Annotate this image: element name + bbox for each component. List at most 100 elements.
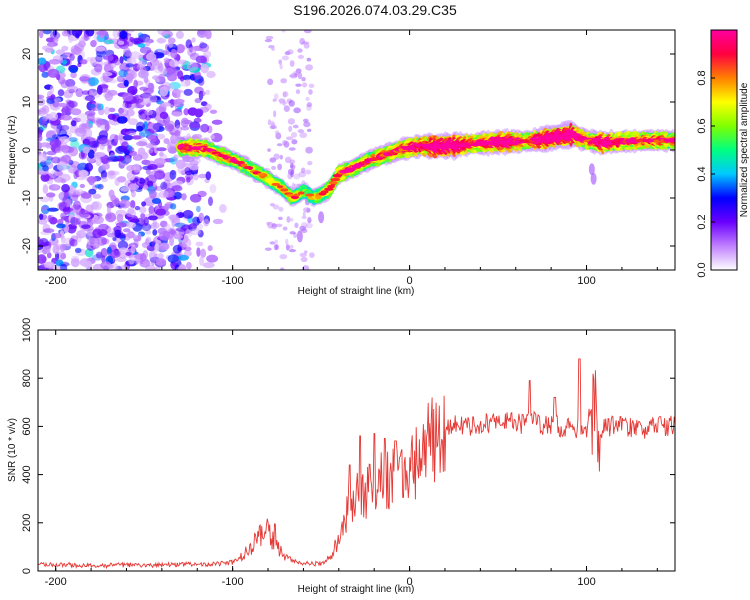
noise-speckle	[211, 119, 223, 125]
noise-speckle	[156, 133, 166, 140]
noise-speckle	[288, 125, 293, 133]
noise-speckle	[197, 78, 205, 86]
noise-speckle	[88, 77, 99, 86]
noise-speckle	[180, 126, 190, 131]
snr-series	[38, 358, 675, 570]
noise-speckle	[184, 170, 193, 176]
noise-speckle	[291, 139, 298, 145]
noise-speckle	[267, 148, 271, 152]
noise-speckle	[202, 262, 215, 269]
ridge-blob	[318, 211, 325, 224]
noise-speckle	[62, 59, 68, 65]
noise-speckle	[137, 43, 146, 48]
noise-speckle	[174, 222, 186, 228]
noise-speckle	[117, 40, 125, 46]
noise-speckle	[289, 231, 296, 235]
noise-speckle	[125, 251, 132, 256]
noise-speckle	[120, 186, 130, 192]
noise-speckle	[169, 156, 178, 165]
ridge-blob	[668, 138, 675, 143]
noise-speckle	[65, 198, 71, 208]
noise-speckle	[158, 190, 169, 199]
noise-speckle	[266, 221, 271, 226]
noise-speckle	[293, 107, 301, 114]
noise-speckle	[285, 136, 294, 141]
noise-speckle	[106, 205, 111, 215]
noise-speckle	[137, 69, 149, 79]
noise-speckle	[212, 218, 224, 225]
noise-speckle	[95, 49, 107, 58]
noise-speckle	[290, 170, 294, 178]
noise-speckle	[158, 245, 166, 252]
noise-speckle	[41, 118, 46, 127]
noise-speckle	[116, 116, 128, 124]
noise-speckle	[192, 173, 199, 181]
noise-speckle	[107, 113, 116, 120]
noise-speckle	[92, 228, 103, 239]
noise-speckle	[285, 238, 289, 246]
noise-speckle	[164, 116, 170, 126]
noise-speckle	[185, 39, 193, 49]
noise-speckle	[119, 30, 128, 40]
noise-speckle	[45, 157, 52, 166]
noise-speckle	[168, 191, 175, 198]
noise-speckle	[56, 161, 68, 172]
noise-speckle	[39, 242, 50, 247]
noise-speckle	[100, 238, 110, 245]
noise-speckle	[166, 142, 171, 152]
noise-speckle	[264, 38, 273, 43]
ridge-blob	[324, 187, 334, 191]
noise-speckle	[60, 114, 73, 121]
noise-speckle	[48, 112, 59, 121]
snr-ylabel: SNR (10 * v/v)	[7, 418, 18, 482]
noise-speckle	[147, 149, 154, 154]
noise-speckle	[168, 59, 179, 68]
ridge-blob	[271, 182, 280, 186]
noise-speckle	[166, 67, 174, 74]
spectrogram-ylabel: Frequency (Hz)	[7, 116, 18, 185]
noise-speckle	[127, 118, 138, 126]
noise-speckle	[198, 212, 204, 222]
noise-speckle	[38, 254, 47, 264]
noise-speckle	[74, 247, 82, 254]
noise-speckle	[159, 111, 169, 120]
noise-speckle	[132, 154, 143, 161]
noise-speckle	[139, 253, 147, 262]
noise-speckle	[70, 71, 77, 79]
noise-speckle	[101, 157, 111, 164]
noise-speckle	[281, 30, 286, 33]
noise-speckle	[178, 264, 187, 270]
noise-speckle	[120, 234, 126, 242]
noise-speckle	[133, 79, 138, 89]
noise-speckle	[173, 98, 185, 104]
noise-speckle	[48, 58, 61, 65]
noise-speckle	[171, 185, 183, 192]
noise-speckle	[157, 62, 164, 72]
noise-speckle	[69, 53, 75, 61]
noise-speckle	[282, 91, 289, 98]
noise-speckle	[125, 101, 132, 109]
noise-speckle	[181, 237, 192, 248]
noise-speckle	[130, 244, 136, 254]
noise-speckle	[175, 227, 188, 232]
noise-speckle	[197, 229, 204, 238]
y-tick-label: -20	[21, 238, 33, 254]
noise-speckle	[108, 107, 116, 113]
noise-speckle	[203, 50, 212, 59]
noise-speckle	[112, 236, 117, 242]
noise-speckle	[137, 32, 144, 38]
noise-speckle	[76, 112, 89, 123]
colorbar-tick-label: 0.4	[696, 166, 708, 181]
noise-speckle	[96, 30, 109, 36]
snr-plot-area	[38, 330, 675, 571]
noise-speckle	[70, 258, 80, 268]
noise-speckle	[295, 89, 301, 95]
noise-speckle	[269, 202, 275, 207]
noise-speckle	[60, 212, 67, 220]
noise-speckle	[305, 146, 313, 154]
noise-speckle	[107, 139, 113, 150]
noise-speckle	[294, 222, 299, 229]
noise-speckle	[62, 207, 74, 212]
noise-speckle	[147, 164, 158, 170]
